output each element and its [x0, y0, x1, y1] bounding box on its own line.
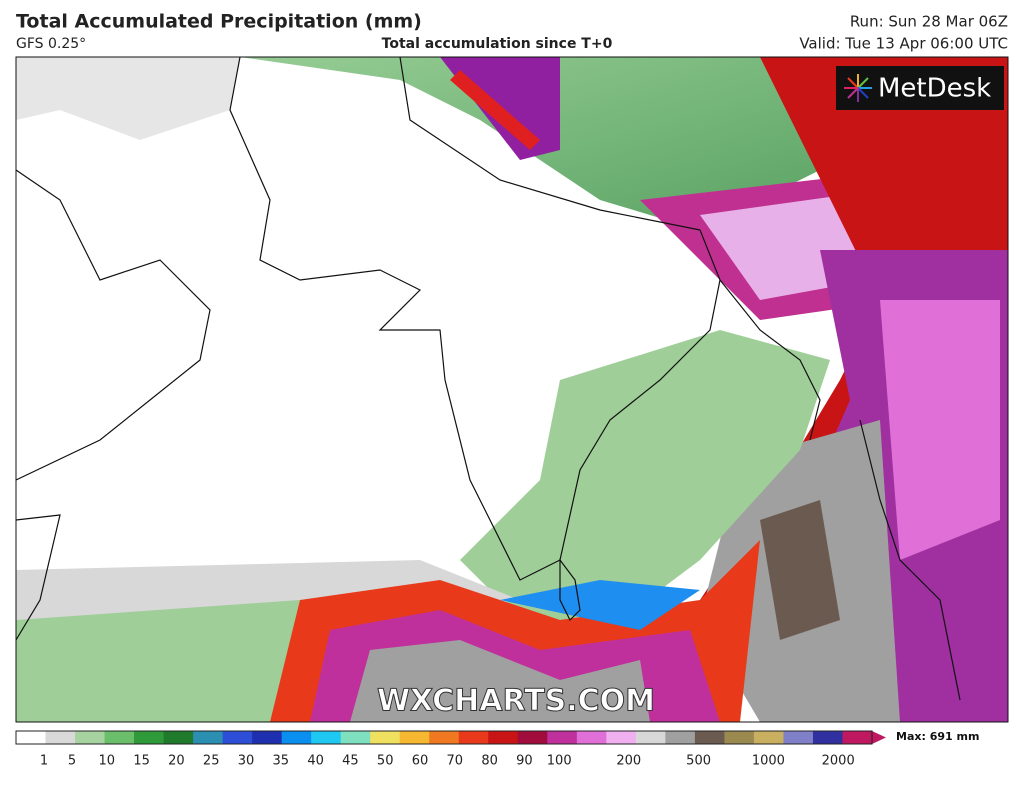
- colorbar-label: 90: [516, 754, 533, 769]
- map-frame: [15, 56, 1009, 723]
- colorbar-segment: [842, 731, 873, 744]
- colorbar-segment: [783, 731, 814, 744]
- colorbar: 1 5 10 15 20 25 30 35 40 45 50 60 70 80 90 100 200 500 100…: [15, 730, 886, 769]
- colorbar-arrow: [872, 731, 886, 744]
- colorbar-label: 25: [203, 754, 220, 769]
- colorbar-label: 35: [273, 754, 290, 769]
- colorbar-segment: [16, 731, 47, 744]
- colorbar-label: 30: [238, 754, 255, 769]
- colorbar-segment: [488, 731, 519, 744]
- colorbar-segment: [724, 731, 755, 744]
- colorbar-segment: [753, 731, 784, 744]
- colorbar-label: 100: [547, 754, 572, 769]
- colorbar-segment: [399, 731, 430, 744]
- colorbar-segment: [104, 731, 135, 744]
- valid: Valid: Tue 13 Apr 06:00 UTC: [799, 35, 1008, 53]
- logo: MetDesk: [878, 74, 991, 104]
- colorbar-segment: [635, 731, 666, 744]
- colorbar-segment: [458, 731, 489, 744]
- colorbar-label: 20: [168, 754, 185, 769]
- colorbar-segment: [429, 731, 460, 744]
- colorbar-segment: [222, 731, 253, 744]
- colorbar-segment: [252, 731, 283, 744]
- colorbar-segment: [311, 731, 342, 744]
- title: Total Accumulated Precipitation (mm): [16, 11, 422, 33]
- colorbar-segment: [517, 731, 548, 744]
- colorbar-segment: [193, 731, 224, 744]
- colorbar-label: 1: [40, 754, 48, 769]
- colorbar-label: 10: [99, 754, 116, 769]
- colorbar-segment: [665, 731, 696, 744]
- subtitle: Total accumulation since T+0: [382, 36, 613, 52]
- watermark: WXCHARTS.COM: [377, 684, 655, 719]
- colorbar-label: 2000: [822, 754, 855, 769]
- colorbar-label: 40: [307, 754, 324, 769]
- colorbar-segment: [281, 731, 312, 744]
- model: GFS 0.25°: [16, 36, 86, 52]
- colorbar-label: 70: [447, 754, 464, 769]
- colorbar-segment: [547, 731, 578, 744]
- colorbar-label: 80: [481, 754, 498, 769]
- run: Run: Sun 28 Mar 06Z: [850, 13, 1008, 31]
- colorbar-label: 15: [133, 754, 150, 769]
- colorbar-border: [15, 730, 873, 745]
- colorbar-segment: [163, 731, 194, 744]
- colorbar-segment: [45, 731, 76, 744]
- colorbar-segment: [75, 731, 106, 744]
- colorbar-label: 50: [377, 754, 394, 769]
- colorbar-segment: [576, 731, 607, 744]
- colorbar-label: 200: [616, 754, 641, 769]
- map: MetDesk WXCHARTS.COM: [16, 57, 1008, 722]
- colorbar-segment: [134, 731, 165, 744]
- colorbar-label: 45: [342, 754, 359, 769]
- max-label: Max: 691 mm: [896, 730, 979, 743]
- colorbar-label: 1000: [752, 754, 785, 769]
- colorbar-segment: [606, 731, 637, 744]
- colorbar-segment: [340, 731, 371, 744]
- colorbar-segment: [370, 731, 401, 744]
- colorbar-label: 60: [412, 754, 429, 769]
- colorbar-label: 5: [68, 754, 76, 769]
- colorbar-segment: [694, 731, 725, 744]
- colorbar-label: 500: [686, 754, 711, 769]
- colorbar-segment: [812, 731, 843, 744]
